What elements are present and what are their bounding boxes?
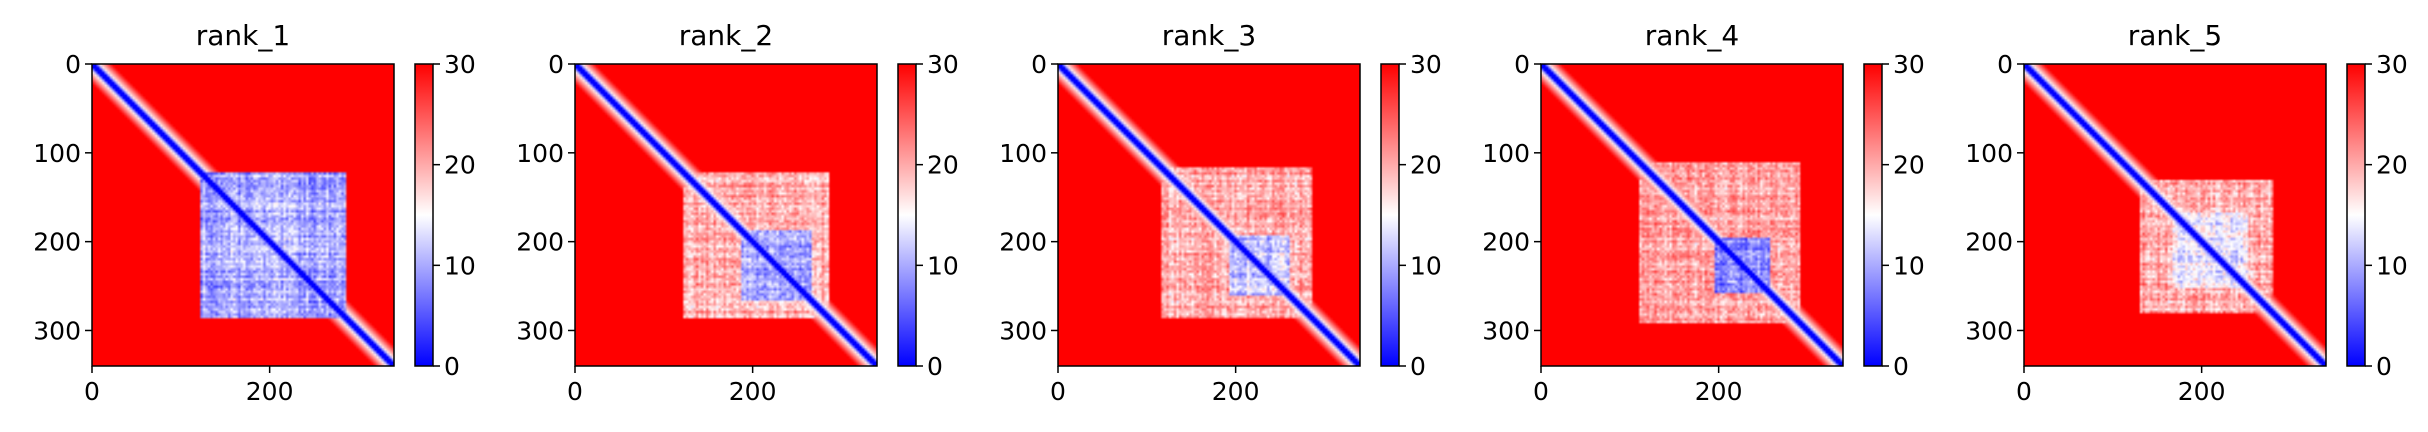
heatmap-image [1541,64,1843,366]
panel-title: rank_5 [2128,19,2222,52]
panel-1: rank_1 0 100 200 300 0 200 0 10 20 30 [33,19,476,406]
y-tick-label: 100 [516,139,564,168]
colorbar-tick-label: 20 [444,151,476,180]
y-tick-label: 0 [1997,50,2013,79]
x-tick-label: 0 [1533,377,1549,406]
x-tick-label: 200 [246,377,294,406]
heatmap-image [2024,64,2326,366]
y-tick-label: 0 [548,50,564,79]
y-tick-label: 200 [33,228,81,257]
colorbar-tick-label: 20 [927,151,959,180]
colorbar-tick-label: 20 [1410,151,1442,180]
heatmap-frame [1057,63,1361,367]
y-tick-label: 300 [1965,316,2013,345]
y-tick-label: 200 [999,228,1047,257]
colorbar [414,63,434,367]
colorbar-tick-label: 0 [2376,352,2392,381]
y-tick-label: 300 [1482,316,1530,345]
colorbar-tick-label: 30 [1410,50,1442,79]
y-tick-label: 100 [999,139,1047,168]
heatmap-image [1058,64,1360,366]
y-tick-label: 300 [33,316,81,345]
heatmap-frame [2023,63,2327,367]
x-tick-label: 200 [2178,377,2226,406]
colorbar-tick-label: 10 [1893,251,1925,280]
heatmap-frame [574,63,878,367]
panel-title: rank_3 [1162,19,1256,52]
panel-title: rank_2 [679,19,773,52]
panel-title: rank_4 [1645,19,1739,52]
colorbar-tick-label: 0 [1893,352,1909,381]
x-tick-label: 0 [1050,377,1066,406]
colorbar-tick-label: 0 [927,352,943,381]
y-tick-label: 0 [1514,50,1530,79]
heatmap-image [92,64,394,366]
x-tick-label: 0 [2016,377,2032,406]
colorbar-tick-label: 30 [444,50,476,79]
y-tick-label: 200 [1482,228,1530,257]
y-tick-label: 0 [1031,50,1047,79]
colorbar [897,63,917,367]
y-tick-label: 300 [999,316,1047,345]
x-tick-label: 0 [567,377,583,406]
heatmap-frame [1540,63,1844,367]
panel-title: rank_1 [196,19,290,52]
colorbar-tick-label: 10 [2376,251,2408,280]
colorbar [1863,63,1883,367]
colorbar-tick-label: 30 [1893,50,1925,79]
colorbar-tick-label: 10 [927,251,959,280]
y-tick-label: 100 [33,139,81,168]
panel-2: rank_2 0 100 200 300 0 200 0 10 20 30 [516,19,959,406]
y-tick-label: 200 [1965,228,2013,257]
colorbar-tick-label: 0 [1410,352,1426,381]
colorbar [1380,63,1400,367]
colorbar-tick-label: 20 [2376,151,2408,180]
x-tick-label: 0 [84,377,100,406]
y-tick-label: 200 [516,228,564,257]
y-tick-label: 300 [516,316,564,345]
panel-4: rank_4 0 100 200 300 0 200 0 10 20 30 [1482,19,1925,406]
x-tick-label: 200 [1212,377,1260,406]
panel-5: rank_5 0 100 200 300 0 200 0 10 20 30 [1965,19,2408,406]
x-tick-label: 200 [729,377,777,406]
colorbar-tick-label: 0 [444,352,460,381]
y-tick-label: 100 [1482,139,1530,168]
colorbar-tick-label: 30 [927,50,959,79]
y-tick-label: 100 [1965,139,2013,168]
colorbar-tick-label: 30 [2376,50,2408,79]
heatmap-frame [91,63,395,367]
colorbar-tick-label: 10 [1410,251,1442,280]
colorbar-tick-label: 10 [444,251,476,280]
heatmap-image [575,64,877,366]
colorbar [2346,63,2366,367]
x-tick-label: 200 [1695,377,1743,406]
panel-3: rank_3 0 100 200 300 0 200 0 10 20 30 [999,19,1442,406]
y-tick-label: 0 [65,50,81,79]
colorbar-tick-label: 20 [1893,151,1925,180]
